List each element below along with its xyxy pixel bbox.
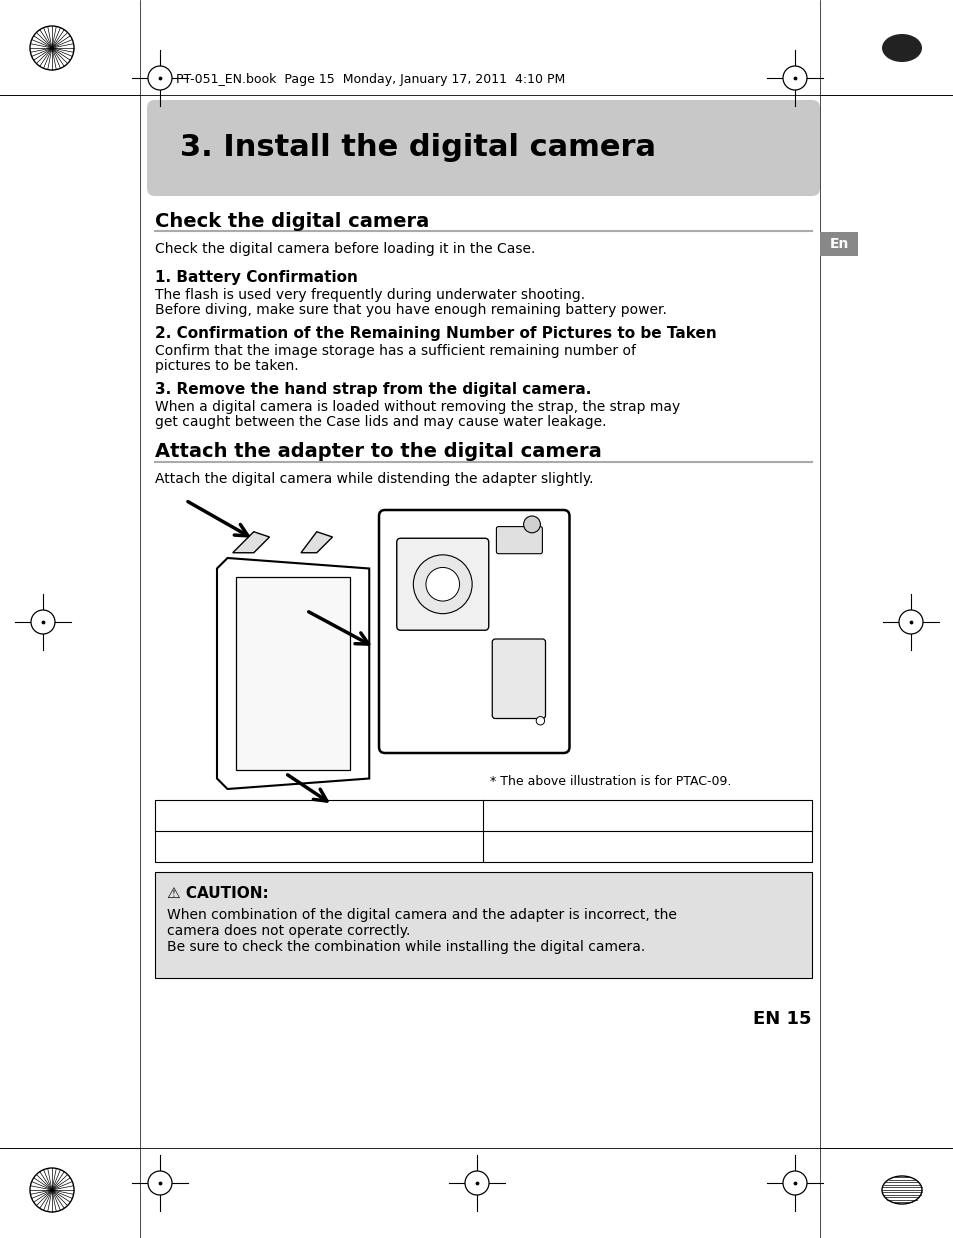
Text: Be sure to check the combination while installing the digital camera.: Be sure to check the combination while i… (167, 940, 644, 954)
Polygon shape (216, 558, 369, 789)
Text: PT-051_EN.book  Page 15  Monday, January 17, 2011  4:10 PM: PT-051_EN.book Page 15 Monday, January 1… (175, 73, 565, 87)
Circle shape (148, 1171, 172, 1195)
Text: Check the digital camera before loading it in the Case.: Check the digital camera before loading … (154, 241, 535, 256)
Text: EN 15: EN 15 (753, 1010, 811, 1028)
Circle shape (536, 717, 544, 725)
Text: camera does not operate correctly.: camera does not operate correctly. (167, 924, 410, 938)
Text: * The above illustration is for PTAC-09.: * The above illustration is for PTAC-09. (490, 775, 731, 789)
Text: 1. Battery Confirmation: 1. Battery Confirmation (154, 270, 357, 285)
Bar (820, 232, 857, 256)
Polygon shape (233, 532, 269, 552)
FancyBboxPatch shape (396, 539, 488, 630)
FancyBboxPatch shape (147, 100, 820, 196)
Circle shape (782, 1171, 806, 1195)
FancyBboxPatch shape (496, 526, 542, 553)
Bar (154, 800, 811, 862)
Circle shape (898, 610, 923, 634)
Text: Adapter PTAC-08: Adapter PTAC-08 (260, 808, 377, 822)
Text: for TOUGH TG-810: for TOUGH TG-810 (582, 839, 712, 853)
Text: Confirm that the image storage has a sufficient remaining number of: Confirm that the image storage has a suf… (154, 344, 636, 358)
Circle shape (782, 66, 806, 90)
Bar (154, 872, 811, 978)
Circle shape (413, 555, 472, 614)
Text: 2. Confirmation of the Remaining Number of Pictures to be Taken: 2. Confirmation of the Remaining Number … (154, 326, 716, 340)
FancyBboxPatch shape (492, 639, 545, 718)
Circle shape (30, 26, 74, 71)
Bar (235, 577, 350, 770)
Ellipse shape (882, 1176, 921, 1205)
Text: When a digital camera is loaded without removing the strap, the strap may: When a digital camera is loaded without … (154, 400, 679, 413)
Ellipse shape (882, 33, 921, 62)
Text: 3. Install the digital camera: 3. Install the digital camera (180, 134, 656, 162)
Circle shape (30, 1167, 74, 1212)
Text: Adapter PTAC-09: Adapter PTAC-09 (260, 839, 377, 853)
Text: Attach the digital camera while distending the adapter slightly.: Attach the digital camera while distendi… (154, 472, 593, 487)
Text: Attach the adapter to the digital camera: Attach the adapter to the digital camera (154, 442, 601, 461)
Circle shape (30, 610, 55, 634)
Circle shape (425, 567, 459, 602)
Text: 3. Remove the hand strap from the digital camera.: 3. Remove the hand strap from the digita… (154, 383, 591, 397)
Circle shape (523, 516, 539, 532)
Circle shape (464, 1171, 489, 1195)
Text: En: En (828, 236, 848, 251)
Text: for TOUGH TG-610: for TOUGH TG-610 (582, 808, 712, 822)
Text: When combination of the digital camera and the adapter is incorrect, the: When combination of the digital camera a… (167, 907, 677, 922)
FancyBboxPatch shape (378, 510, 569, 753)
Text: pictures to be taken.: pictures to be taken. (154, 359, 298, 373)
Circle shape (148, 66, 172, 90)
Text: ⚠ CAUTION:: ⚠ CAUTION: (167, 886, 269, 901)
Polygon shape (301, 532, 333, 552)
Text: Check the digital camera: Check the digital camera (154, 212, 429, 232)
Text: The flash is used very frequently during underwater shooting.: The flash is used very frequently during… (154, 288, 584, 302)
Text: get caught between the Case lids and may cause water leakage.: get caught between the Case lids and may… (154, 415, 606, 430)
Text: Before diving, make sure that you have enough remaining battery power.: Before diving, make sure that you have e… (154, 303, 666, 317)
